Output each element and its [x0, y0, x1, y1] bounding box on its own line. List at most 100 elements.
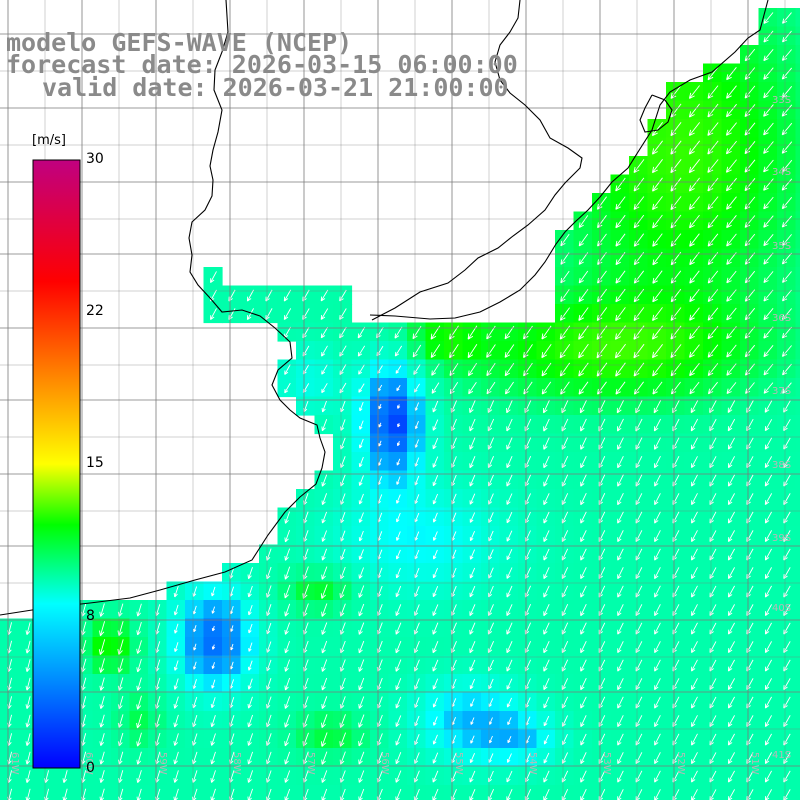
- wind-cell: [185, 655, 205, 675]
- wind-arrow: [617, 418, 624, 432]
- wind-cell: [296, 322, 316, 342]
- wind-arrow: [688, 196, 700, 210]
- wind-arrow: [321, 364, 328, 375]
- wind-cell: [629, 618, 649, 638]
- wind-cell: [388, 452, 408, 472]
- wind-arrow: [506, 678, 513, 690]
- wind-arrow: [651, 159, 663, 174]
- wind-cell: [333, 766, 353, 786]
- wind-cell: [462, 748, 482, 768]
- wind-cell: [351, 618, 371, 638]
- wind-cell: [573, 433, 593, 453]
- wind-cell: [277, 563, 297, 583]
- wind-arrow: [284, 548, 291, 561]
- wind-arrow: [543, 493, 550, 506]
- wind-arrow: [467, 363, 477, 377]
- wind-cell: [647, 785, 667, 800]
- wind-cell: [647, 433, 667, 453]
- wind-arrow: [469, 456, 476, 469]
- wind-cell: [185, 729, 205, 749]
- wind-cell: [592, 489, 612, 509]
- wind-cell: [610, 452, 630, 472]
- wind-cell: [333, 378, 353, 398]
- wind-arrow: [691, 474, 698, 487]
- wind-cell: [777, 119, 797, 139]
- wind-cell: [666, 193, 686, 213]
- wind-arrow: [763, 85, 774, 99]
- wind-cell: [758, 470, 778, 490]
- wind-arrow: [432, 752, 439, 764]
- wind-arrow: [284, 622, 291, 635]
- wind-arrow: [229, 661, 234, 670]
- wind-cell: [647, 211, 667, 231]
- wind-cell: [92, 674, 112, 694]
- wind-cell: [795, 581, 800, 601]
- wind-cell: [296, 378, 316, 398]
- wind-arrow: [321, 788, 328, 800]
- wind-cell: [758, 544, 778, 564]
- wind-cell: [407, 322, 427, 342]
- longitude-label: 51W: [749, 752, 760, 775]
- wind-arrow: [617, 733, 624, 746]
- wind-arrow: [689, 381, 700, 395]
- wind-arrow: [25, 677, 31, 691]
- wind-cell: [296, 563, 316, 583]
- wind-cell: [777, 544, 797, 564]
- wind-cell: [185, 600, 205, 620]
- wind-arrow: [339, 640, 346, 654]
- wind-arrow: [688, 103, 700, 118]
- wind-arrow: [358, 383, 365, 393]
- wind-cell: [407, 729, 427, 749]
- wind-cell: [740, 304, 760, 324]
- wind-arrow: [690, 418, 699, 432]
- colorbar-tick-15: 15: [86, 455, 104, 471]
- wind-cell: [425, 507, 445, 527]
- wind-arrow: [782, 12, 792, 24]
- wind-arrow: [782, 382, 792, 394]
- longitude-label: 58W: [231, 752, 242, 775]
- wind-arrow: [691, 456, 698, 469]
- wind-arrow: [763, 67, 774, 80]
- wind-cell: [203, 600, 223, 620]
- wind-cell: [222, 711, 242, 731]
- wind-arrow: [247, 585, 253, 598]
- wind-cell: [555, 600, 575, 620]
- wind-cell: [703, 452, 723, 472]
- wind-arrow: [230, 643, 234, 651]
- wind-cell: [721, 359, 741, 379]
- wind-arrow: [395, 678, 402, 691]
- wind-arrow: [470, 735, 475, 744]
- wind-cell: [684, 304, 704, 324]
- wind-arrow: [173, 733, 179, 746]
- wind-cell: [610, 655, 630, 675]
- wind-arrow: [543, 456, 550, 469]
- wind-cell: [333, 285, 353, 305]
- wind-cell: [777, 8, 797, 28]
- wind-cell: [148, 729, 168, 749]
- wind-cell: [629, 267, 649, 287]
- wind-cell: [536, 581, 556, 601]
- wind-cell: [647, 489, 667, 509]
- wind-arrow: [781, 141, 793, 154]
- wind-cell: [425, 692, 445, 712]
- wind-arrow: [617, 548, 624, 561]
- wind-cell: [185, 766, 205, 786]
- wind-cell: [684, 211, 704, 231]
- wind-cell: [684, 433, 704, 453]
- wind-cell: [555, 729, 575, 749]
- wind-cell: [92, 655, 112, 675]
- wind-cell: [351, 766, 371, 786]
- wind-cell: [444, 378, 464, 398]
- wind-cell: [481, 452, 501, 472]
- wind-cell: [0, 785, 20, 800]
- wind-cell: [573, 526, 593, 546]
- wind-cell: [351, 322, 371, 342]
- wind-cell: [795, 230, 800, 250]
- wind-cell: [703, 563, 723, 583]
- wind-cell: [444, 544, 464, 564]
- wind-arrow: [432, 475, 439, 487]
- wind-cell: [277, 748, 297, 768]
- wind-cell: [758, 711, 778, 731]
- wind-cell: [314, 711, 334, 731]
- wind-cell: [795, 359, 800, 379]
